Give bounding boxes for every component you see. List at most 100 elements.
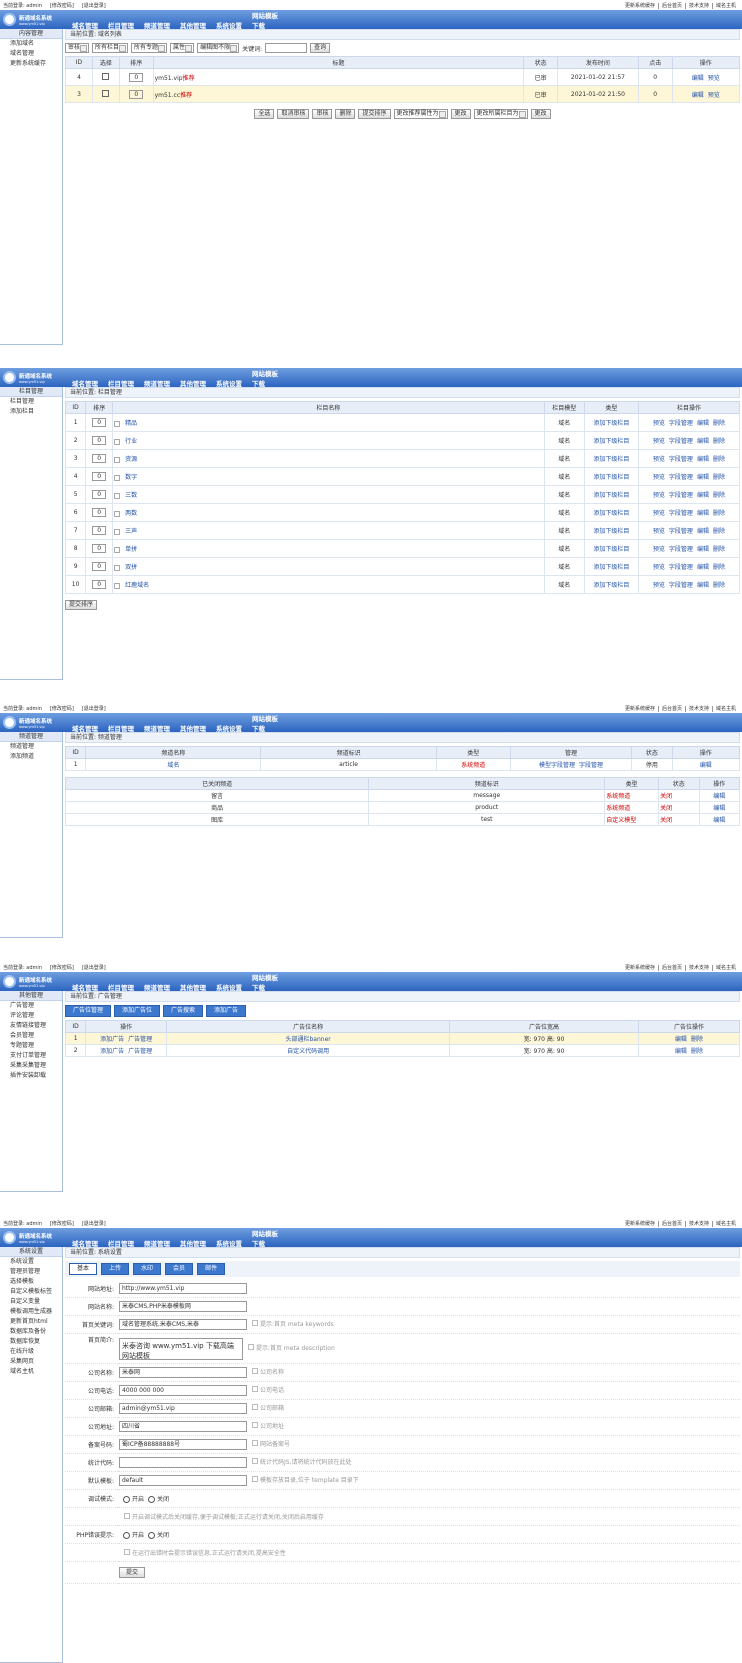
category-link[interactable]: 精品: [125, 420, 138, 427]
text-input[interactable]: 4000 000 000: [119, 1385, 247, 1396]
nav-item[interactable]: 域名管理: [72, 1239, 98, 1248]
link[interactable]: 删除: [712, 474, 725, 481]
sidebar-item[interactable]: 采集网页: [10, 1358, 35, 1365]
sort-input[interactable]: 0: [92, 490, 107, 499]
nav-item[interactable]: 频道管理: [144, 379, 170, 388]
link[interactable]: 字段管理: [668, 582, 693, 589]
sort-input[interactable]: 0: [92, 454, 107, 463]
nav-item[interactable]: 栏目管理: [108, 1239, 134, 1248]
sort-input[interactable]: 0: [92, 580, 107, 589]
text-input[interactable]: 蜀ICP备88888888号: [119, 1439, 247, 1450]
link[interactable]: 广告管理: [128, 1036, 153, 1043]
link[interactable]: 删除: [712, 582, 725, 589]
link[interactable]: 字段管理: [668, 564, 693, 571]
sidebar-item[interactable]: 管理员管理: [10, 1268, 41, 1275]
sidebar-item[interactable]: 域名主机: [10, 1368, 35, 1375]
link[interactable]: 添加广告: [100, 1048, 125, 1055]
sidebar-item[interactable]: 会员管理: [10, 1032, 35, 1039]
top-link[interactable]: 后台首页: [657, 964, 685, 971]
link[interactable]: 删除: [690, 1048, 703, 1055]
category-link[interactable]: 两数: [125, 510, 138, 517]
text-input[interactable]: 域名管理系统,米泰CMS,米泰: [119, 1319, 247, 1330]
link[interactable]: 预览: [652, 582, 665, 589]
nav-item[interactable]: 频道管理: [144, 1239, 170, 1248]
category-link[interactable]: 红鹿域名: [125, 582, 150, 589]
link[interactable]: 添加下级栏目: [593, 492, 630, 499]
link[interactable]: 预览: [652, 492, 665, 499]
nav-item[interactable]: 栏目管理: [108, 379, 134, 388]
sidebar-item[interactable]: 采集采集管理: [10, 1062, 47, 1069]
radio[interactable]: [148, 1532, 156, 1539]
link[interactable]: 编辑: [696, 456, 709, 463]
tab[interactable]: 添加广告位: [114, 1005, 161, 1017]
select[interactable]: 编辑图不限: [197, 43, 240, 53]
tab[interactable]: 水印: [133, 1263, 162, 1275]
nav-item[interactable]: 系统设置: [216, 983, 242, 992]
link[interactable]: 编辑: [674, 1048, 687, 1055]
link[interactable]: 字段管理: [668, 420, 693, 427]
link[interactable]: 编辑: [674, 1036, 687, 1043]
link[interactable]: 预览: [652, 528, 665, 535]
link[interactable]: 删除: [690, 1036, 703, 1043]
top-link[interactable]: 更新系统缓存: [624, 964, 655, 971]
link[interactable]: 编辑: [696, 564, 709, 571]
title-link[interactable]: ym51.vip: [154, 74, 183, 82]
link[interactable]: 模型字段管理: [538, 762, 575, 769]
link[interactable]: 删除: [712, 564, 725, 571]
link[interactable]: 预览: [652, 564, 665, 571]
top-link[interactable]: 更新系统缓存: [624, 2, 655, 9]
nav-item[interactable]: 栏目管理: [108, 21, 134, 30]
link[interactable]: 删除: [712, 546, 725, 553]
sidebar-item[interactable]: 模板调用生成器: [10, 1308, 53, 1315]
sidebar-item[interactable]: 数据库恢复: [10, 1338, 41, 1345]
text-input[interactable]: http://www.ym51.vip: [119, 1283, 247, 1294]
sidebar-item[interactable]: 数据库及备份: [10, 1328, 47, 1335]
top-link[interactable]: [退出登录]: [81, 705, 106, 712]
link[interactable]: 添加下级栏目: [593, 420, 630, 427]
radio[interactable]: [123, 1532, 130, 1539]
link[interactable]: 字段管理: [668, 474, 693, 481]
nav-item[interactable]: 网站模板下载: [252, 1229, 278, 1248]
submit-button[interactable]: 提交: [119, 1566, 146, 1578]
category-link[interactable]: 双拼: [125, 564, 138, 571]
tab[interactable]: 添加广告: [206, 1005, 247, 1017]
link[interactable]: 添加下级栏目: [593, 564, 630, 571]
nav-item[interactable]: 系统设置: [216, 1239, 242, 1248]
top-link[interactable]: [修改密码]: [49, 964, 74, 971]
link[interactable]: 添加下级栏目: [593, 510, 630, 517]
link[interactable]: 预览: [707, 91, 720, 99]
nav-item[interactable]: 域名管理: [72, 983, 98, 992]
nav-item[interactable]: 其他管理: [180, 983, 206, 992]
tab[interactable]: 广告搜索: [163, 1005, 204, 1017]
button[interactable]: 删除: [335, 109, 356, 119]
link[interactable]: 预览: [707, 74, 720, 82]
button[interactable]: 更改: [530, 109, 551, 119]
nav-item[interactable]: 其他管理: [180, 1239, 206, 1248]
sidebar-item[interactable]: 添加域名: [10, 40, 35, 47]
sidebar-item[interactable]: 频道管理: [10, 743, 35, 750]
sort-input[interactable]: 0: [129, 72, 144, 82]
nav-item[interactable]: 其他管理: [180, 21, 206, 30]
sidebar-item[interactable]: 系统设置: [10, 1258, 35, 1265]
link[interactable]: 头部通栏banner: [285, 1036, 331, 1043]
select[interactable]: 更改推荐属性为: [393, 109, 448, 119]
button[interactable]: 提交排序: [65, 600, 98, 610]
button[interactable]: 提交排序: [358, 109, 391, 119]
text-input[interactable]: [119, 1457, 247, 1468]
link[interactable]: 删除: [712, 438, 725, 445]
sort-input[interactable]: 0: [92, 526, 107, 535]
sidebar-item[interactable]: 添加频道: [10, 753, 35, 760]
top-link[interactable]: 更新系统缓存: [624, 705, 655, 712]
sort-input[interactable]: 0: [92, 418, 107, 427]
link[interactable]: 添加下级栏目: [593, 546, 630, 553]
link[interactable]: 编辑: [696, 492, 709, 499]
link[interactable]: 字段管理: [668, 546, 693, 553]
select[interactable]: 更改所属栏目为: [473, 109, 528, 119]
sidebar-item[interactable]: 在线升级: [10, 1348, 35, 1355]
link[interactable]: 添加下级栏目: [593, 528, 630, 535]
link[interactable]: 字段管理: [578, 762, 603, 769]
link[interactable]: 编辑: [713, 793, 726, 800]
text-input[interactable]: 米泰CMS,PHP米泰模板网: [119, 1301, 247, 1312]
nav-item[interactable]: 网站模板下载: [252, 973, 278, 992]
sort-input[interactable]: 0: [92, 562, 107, 571]
